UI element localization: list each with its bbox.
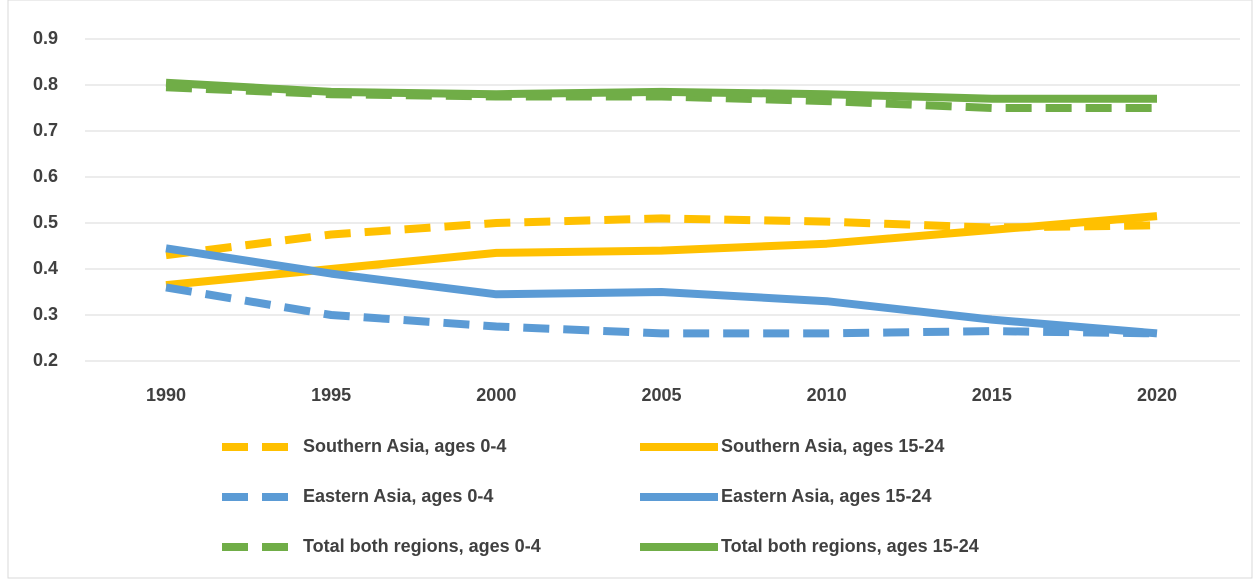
- legend-label: Southern Asia, ages 0-4: [303, 436, 506, 456]
- y-tick-label: 0.9: [33, 28, 58, 48]
- y-tick-label: 0.6: [33, 166, 58, 186]
- x-tick-label: 1995: [311, 385, 351, 405]
- series-line: [165, 283, 1158, 338]
- legend-label: Total both regions, ages 15-24: [721, 536, 979, 556]
- x-tick-label: 2000: [476, 385, 516, 405]
- y-tick-label: 0.4: [33, 258, 58, 278]
- y-tick-label: 0.2: [33, 350, 58, 370]
- series-line: [165, 244, 1158, 338]
- series-line: [165, 214, 1158, 260]
- series-line: [165, 78, 1157, 103]
- x-tick-label: 2005: [641, 385, 681, 405]
- y-tick-label: 0.8: [33, 74, 58, 94]
- y-tick-label: 0.3: [33, 304, 58, 324]
- series-line: [165, 212, 1158, 290]
- x-tick-label: 2010: [807, 385, 847, 405]
- x-tick-label: 1990: [146, 385, 186, 405]
- legend-label: Total both regions, ages 0-4: [303, 536, 541, 556]
- x-tick-label: 2015: [972, 385, 1012, 405]
- legend-label: Eastern Asia, ages 0-4: [303, 486, 493, 506]
- y-tick-label: 0.5: [33, 212, 58, 232]
- legend-label: Eastern Asia, ages 15-24: [721, 486, 931, 506]
- legend-label: Southern Asia, ages 15-24: [721, 436, 944, 456]
- x-tick-label: 2020: [1137, 385, 1177, 405]
- y-tick-label: 0.7: [33, 120, 58, 140]
